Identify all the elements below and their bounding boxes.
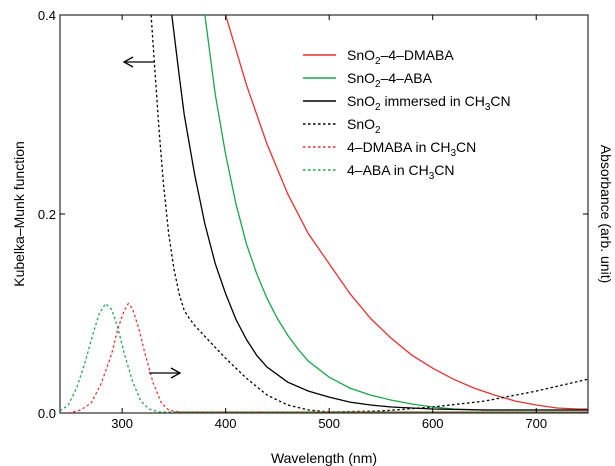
series-line-6 (60, 302, 588, 413)
legend-label-6: 4–ABA in CH3CN (347, 162, 455, 182)
legend-label-5: 4–DMABA in CH3CN (347, 139, 476, 159)
left-axis-arrow-head (122, 56, 134, 68)
series-line-4 (150, 15, 588, 413)
legend-label-1: SnO2–4–DMABA (347, 47, 454, 67)
x-tick-label: 700 (525, 416, 547, 431)
plot-frame (59, 14, 589, 414)
legend-label-3: SnO2 immersed in CH3CN (347, 93, 511, 113)
legend-label-2: SnO2–4–ABA (347, 70, 433, 90)
y-axis-title-left: Kubelka–Munk function (11, 141, 27, 287)
y-tick-label: 0.4 (38, 8, 56, 23)
y-tick-label: 0.0 (38, 406, 56, 421)
right-axis-arrow-head (170, 367, 182, 379)
legend-label-4: SnO2 (347, 116, 381, 136)
series-line-1 (224, 15, 588, 410)
y-axis-title-right: Absorbance (arb. unit) (598, 145, 614, 284)
x-tick-label: 500 (318, 416, 340, 431)
series-line-2 (204, 15, 588, 411)
x-axis-title: Wavelength (nm) (271, 450, 377, 466)
x-tick-label: 300 (111, 416, 133, 431)
y-tick-label: 0.2 (38, 207, 56, 222)
x-tick-label: 400 (215, 416, 237, 431)
x-tick-label: 600 (422, 416, 444, 431)
